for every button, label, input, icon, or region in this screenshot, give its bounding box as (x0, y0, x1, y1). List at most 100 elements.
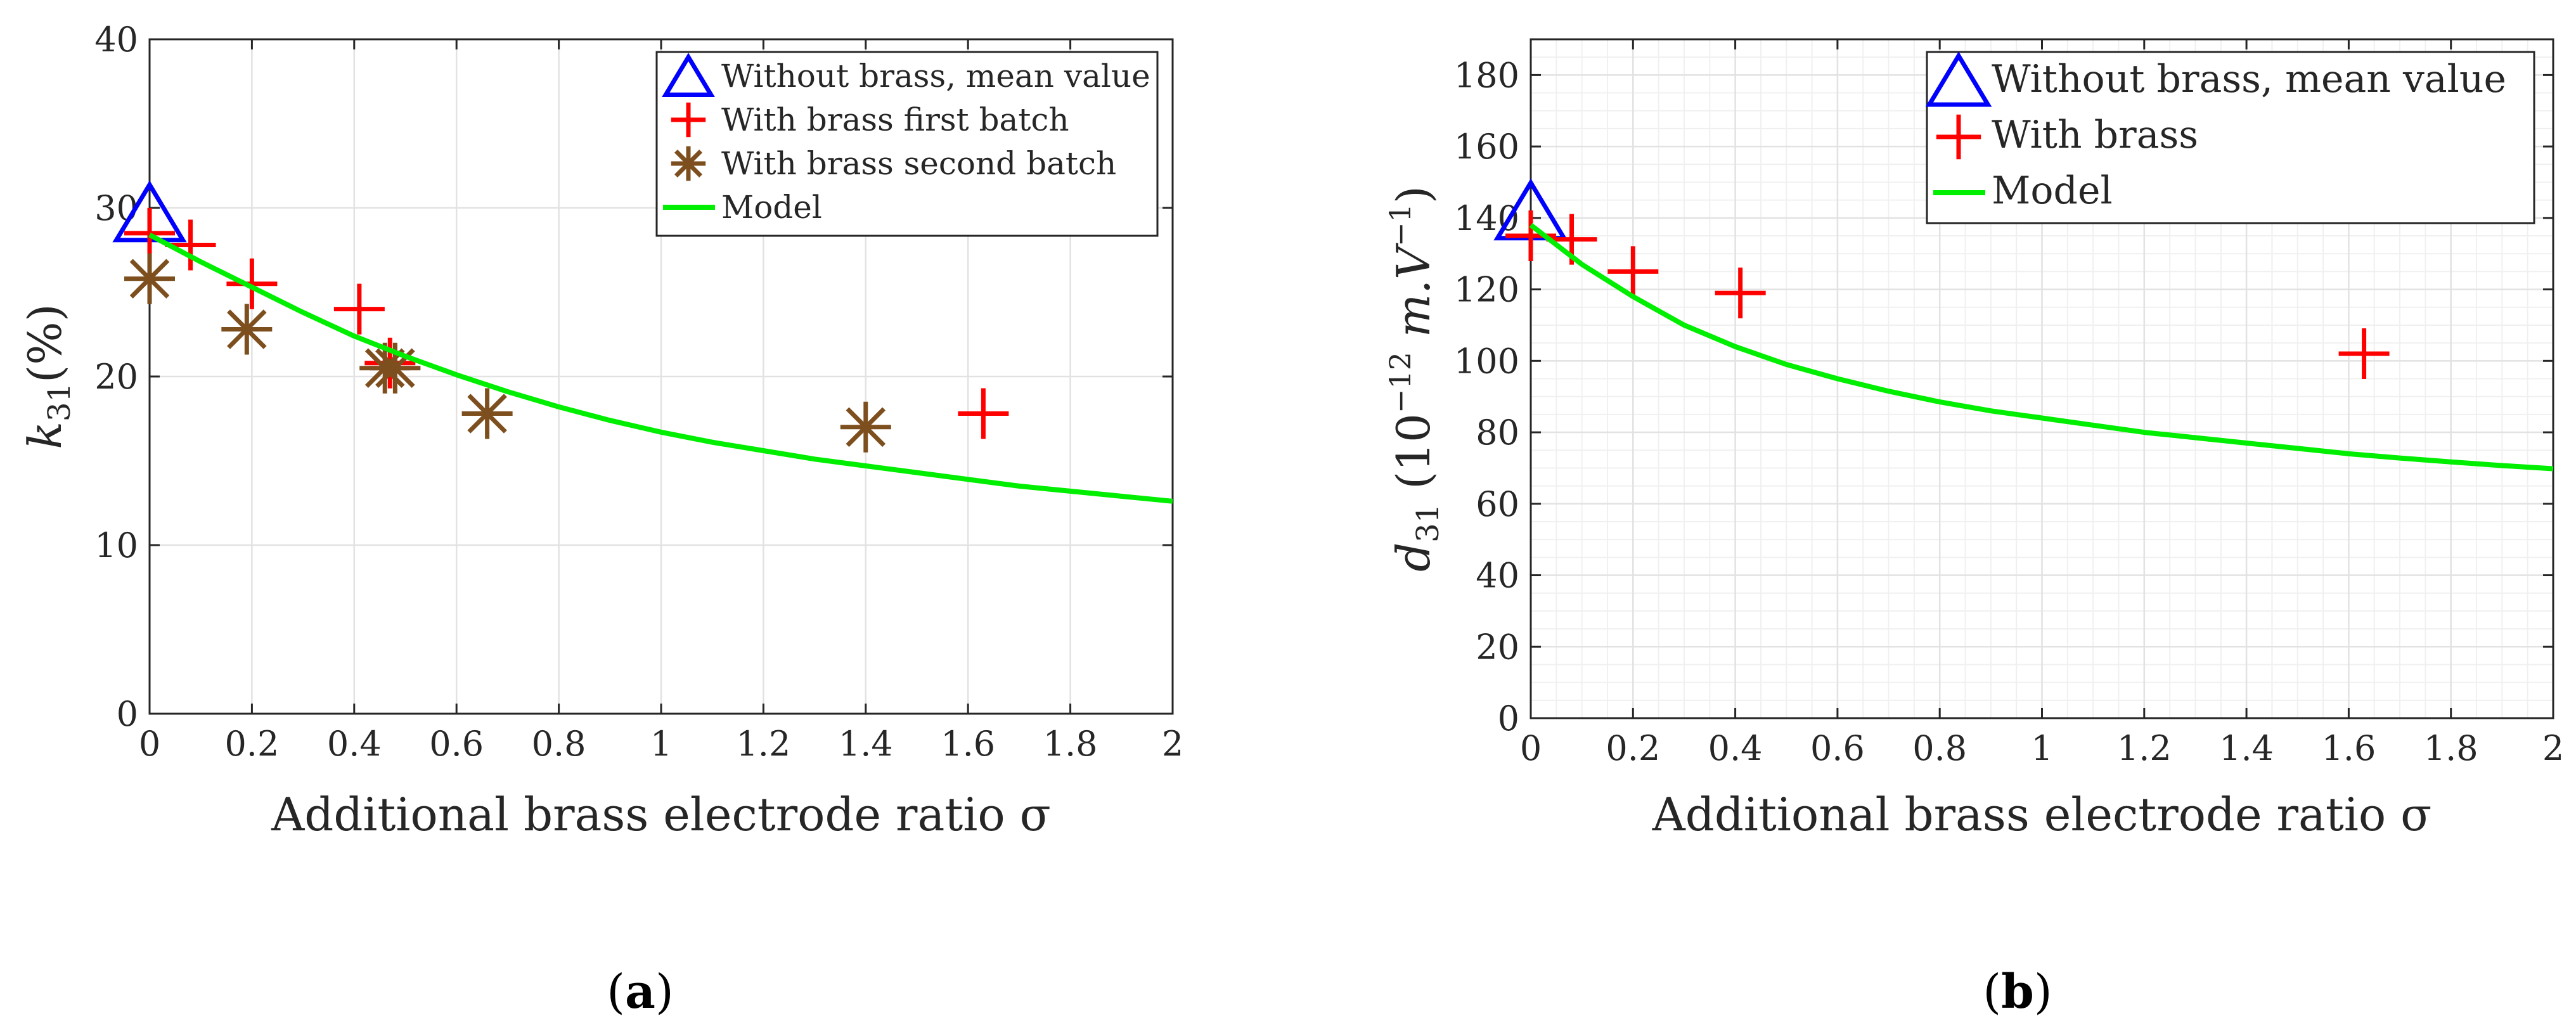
chart-a-legend-box (655, 51, 1159, 237)
chart-b-legend-label: Without brass, mean value (1992, 57, 2506, 101)
chart-a-ytick-label: 20 (94, 357, 138, 397)
chart-a-ylabel-part: (%) (18, 304, 72, 383)
chart-b-ytick-label: 180 (1454, 55, 1519, 95)
chart-b-legend-item: Model (1933, 169, 2113, 213)
chart-b-legend: Without brass, mean value With brass Model (1925, 51, 2535, 224)
chart-a-ytick-label: 0 (117, 694, 138, 734)
chart-a-point-asterisk (221, 304, 273, 355)
chart-a-panel-paren-close: ) (655, 965, 674, 1019)
chart-a-point-asterisk (840, 401, 891, 453)
chart-b-xtick-label: 2 (2542, 728, 2564, 768)
chart-a-legend-item: Model (663, 189, 822, 226)
chart-b-xtick-label: 0 (1520, 728, 1542, 768)
chart-panel-a: 0 0.2 0.4 0.6 0.8 1 1.2 1.4 1.6 1.8 2010203040With… (18, 20, 1183, 1019)
chart-b-xtick-label: 1.8 (2424, 728, 2478, 768)
chart-a-xtick-label: 1.6 (941, 724, 995, 764)
chart-a-legend-triangle-icon (662, 53, 715, 97)
chart-a-ylabel: k31(%) (18, 304, 77, 449)
chart-b-ylabel-part: 31 (1410, 504, 1446, 543)
chart-b-ytick-label: 60 (1476, 484, 1519, 524)
chart-a-ylabel-part: k (18, 422, 72, 449)
chart-a-point-plus (124, 207, 175, 259)
chart-a-point-asterisk (461, 388, 513, 439)
chart-b-ylabel: d31 (10−12 m.V−1) (1383, 186, 1446, 572)
chart-b-xtick-label: 0.4 (1708, 728, 1763, 768)
chart-b-point-plus (1715, 267, 1766, 319)
chart-b-ylabel-part: −1 (1383, 203, 1417, 247)
chart-a-ytick-label: 30 (94, 188, 138, 228)
chart-a-panel-label: (a) (607, 965, 674, 1019)
chart-a-series-plus (124, 207, 1009, 439)
chart-a-legend-label: With brass second batch (721, 145, 1116, 182)
chart-b-panel-letter: b (2001, 965, 2034, 1019)
chart-b-ytick-label: 100 (1454, 341, 1519, 381)
chart-b-ylabel-part: −12 (1383, 352, 1417, 413)
chart-b-panel-paren-open: ( (1983, 965, 2001, 1019)
chart-b-ylabel-part: ) (1387, 186, 1440, 203)
chart-a-legend-item: With brass first batch (671, 101, 1069, 138)
chart-a-point-plus (226, 258, 278, 309)
chart-b-xtick-label: 0.8 (1912, 728, 1967, 768)
chart-b-model-line (1529, 222, 2554, 472)
chart-b-ytick-label: 80 (1476, 413, 1519, 453)
chart-b-ylabel-part: (10 (1387, 413, 1440, 504)
chart-b-ytick-label: 120 (1454, 270, 1519, 310)
chart-a-point-plus (333, 283, 385, 335)
chart-a-xtick-label: 2 (1162, 724, 1183, 764)
chart-a-legend-item: Without brass, mean value (662, 53, 1150, 97)
chart-panel-b: 0 0.2 0.4 0.6 0.8 1 1.2 1.4 1.6 1.8 20204060801001… (1383, 38, 2564, 1019)
chart-b-panel-paren-close: ) (2034, 965, 2052, 1019)
chart-a-ytick-label: 40 (94, 20, 138, 60)
chart-a-series-line (148, 233, 1173, 504)
chart-b-ylabel-part: m.V (1387, 242, 1440, 352)
chart-b-ytick-label: 160 (1454, 127, 1519, 167)
chart-a-point-asterisk (124, 253, 175, 304)
chart-a-panel-letter: a (625, 965, 655, 1019)
chart-a-legend-asterisk-icon (671, 146, 706, 181)
chart-a-legend-label: Without brass, mean value (721, 58, 1150, 94)
chart-a-legend-label: With brass first batch (721, 101, 1069, 138)
chart-b-xtick-label: 1 (2031, 728, 2052, 768)
chart-a-xlabel: Additional brass electrode ratio σ (271, 788, 1050, 841)
chart-b-xlabel: Additional brass electrode ratio σ (1652, 788, 2431, 841)
chart-b-xtick-label: 1.2 (2117, 728, 2172, 768)
chart-b-xtick-label: 0.6 (1810, 728, 1865, 768)
chart-a-model-line (148, 233, 1173, 504)
chart-b-legend-triangle-icon (1925, 51, 1992, 107)
chart-b-legend-label: Model (1992, 169, 2113, 213)
chart-b-xtick-label: 1.4 (2219, 728, 2274, 768)
chart-a-legend: Without brass, mean value With brass firs… (655, 51, 1159, 237)
chart-a-xtick-label: 1.4 (839, 724, 893, 764)
chart-a-legend-label: Model (721, 189, 822, 226)
chart-b-ytick-label: 20 (1476, 627, 1519, 667)
chart-b-point-plus (1607, 246, 1659, 297)
chart-b-legend-item: With brass (1936, 113, 2198, 160)
chart-b-legend-item: Without brass, mean value (1925, 51, 2506, 107)
chart-b-xtick-label: 0.2 (1606, 728, 1660, 768)
chart-a-xtick-label: 1 (650, 724, 672, 764)
chart-b-ytick-label: 0 (1498, 698, 1519, 738)
chart-a-xtick-label: 0.2 (224, 724, 279, 764)
chart-a-point-plus (958, 388, 1009, 439)
chart-b-legend-label: With brass (1992, 113, 2198, 157)
chart-b-series-line (1529, 222, 2554, 472)
chart-b-panel-label: (b) (1983, 965, 2052, 1019)
chart-a-ytick-label: 10 (94, 525, 138, 565)
chart-a-xtick-label: 1.8 (1043, 724, 1098, 764)
chart-a-ylabel-part: 31 (42, 383, 77, 422)
chart-a-xtick-label: 0.4 (327, 724, 382, 764)
chart-b-legend-plus-icon (1936, 114, 1981, 160)
chart-a-xtick-label: 0.6 (429, 724, 484, 764)
chart-a-series-asterisk (124, 253, 891, 453)
chart-a-xtick-label: 0 (139, 724, 160, 764)
chart-a-xtick-label: 0.8 (532, 724, 586, 764)
chart-a-legend-item: With brass second batch (671, 145, 1116, 182)
chart-b-legend-box (1926, 51, 2535, 224)
chart-b-xtick-label: 1.6 (2321, 728, 2376, 768)
chart-a-legend-plus-icon (671, 102, 706, 138)
chart-b-ylabel-part: d (1387, 543, 1440, 572)
chart-a-xtick-label: 1.2 (736, 724, 790, 764)
chart-b-ytick-label: 40 (1476, 556, 1519, 596)
chart-b-point-plus (2338, 328, 2390, 380)
